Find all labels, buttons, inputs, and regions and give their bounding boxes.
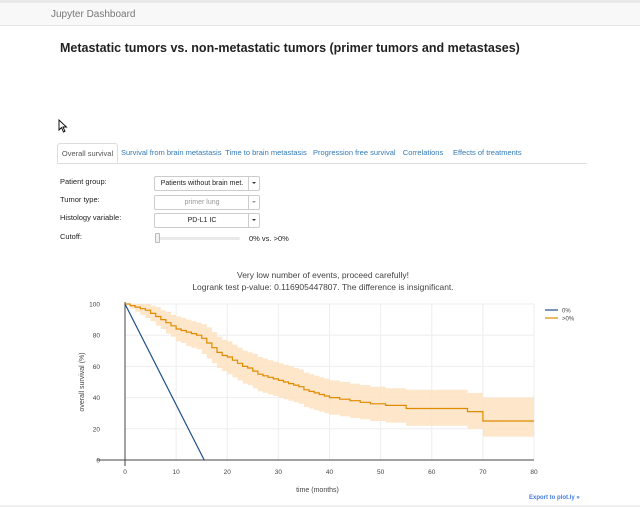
x-axis-label: time (months) <box>296 487 339 494</box>
y-tick-label: 40 <box>93 395 101 402</box>
legend-label: >0% <box>562 316 575 322</box>
tumor-type-value: primer lung <box>184 199 220 206</box>
y-tick-label: 60 <box>93 364 101 371</box>
patient-group-value: Patients without brain met. <box>160 180 244 187</box>
survival-chart: 0 10 20 30 40 50 60 70 80 0 20 40 60 80 100 time (month… <box>79 302 575 495</box>
tab-correlations[interactable]: Correlations <box>402 148 444 157</box>
bottom-divider <box>0 505 640 507</box>
patient-group-select[interactable]: Patients without brain met. <box>154 176 260 191</box>
y-tick-label: 80 <box>93 333 101 340</box>
chevron-down-icon <box>252 201 256 203</box>
logrank-result: Logrank test p-value: 0.116905447807. Th… <box>192 282 454 292</box>
tumor-type-select[interactable]: primer lung <box>154 195 260 210</box>
tab-bar: Overall survival Survival from brain met… <box>57 143 587 164</box>
x-tick-label: 20 <box>224 469 232 476</box>
cutoff-slider-track[interactable] <box>156 237 240 240</box>
x-tick-label: 60 <box>428 469 436 476</box>
series-line-1 <box>125 303 534 422</box>
cutoff-readout: 0% vs. >0% <box>249 234 289 243</box>
navbar: Jupyter Dashboard <box>0 3 640 26</box>
x-tick-label: 40 <box>326 469 334 476</box>
x-tick-label: 30 <box>275 469 283 476</box>
x-tick-label: 70 <box>479 469 487 476</box>
tab-overall-survival[interactable]: Overall survival <box>57 143 118 163</box>
tab-progression-free-survival[interactable]: Progression free survival <box>313 148 396 157</box>
histology-variable-value: PD-L1 IC <box>187 217 217 224</box>
x-tick-label: 0 <box>123 469 127 476</box>
navbar-brand[interactable]: Jupyter Dashboard <box>51 9 136 20</box>
x-tick-label: 10 <box>173 469 181 476</box>
y-axis-label: overall survival (%) <box>79 352 86 411</box>
histology-variable-select[interactable]: PD-L1 IC <box>154 213 260 228</box>
tab-time-to-brain-metastasis[interactable]: Time to brain metastasis <box>225 148 307 157</box>
legend-label: 0% <box>562 308 571 314</box>
histology-variable-label: Histology variable: <box>60 213 122 222</box>
mouse-pointer-icon <box>58 119 68 133</box>
x-tick-label: 50 <box>377 469 385 476</box>
patient-group-label: Patient group: <box>60 177 107 186</box>
chevron-down-icon <box>252 182 256 184</box>
tab-survival-from-brain-metastasis[interactable]: Survival from brain metastasis <box>121 148 222 157</box>
cutoff-label: Cutoff: <box>60 232 82 241</box>
export-to-plotly-link[interactable]: Export to plot.ly » <box>529 495 580 501</box>
confidence-band <box>125 304 534 437</box>
low-events-warning: Very low number of events, proceed caref… <box>237 270 409 280</box>
x-tick-label: 80 <box>530 469 538 476</box>
series-line-0 <box>124 303 205 461</box>
y-tick-label: 20 <box>93 426 101 433</box>
cutoff-slider-handle[interactable] <box>155 233 160 243</box>
page-title: Metastatic tumors vs. non-metastatic tum… <box>60 41 520 55</box>
tumor-type-label: Tumor type: <box>60 195 100 204</box>
y-tick-label: 100 <box>89 302 100 309</box>
tab-effects-of-treatments[interactable]: Effects of treatments <box>453 148 522 157</box>
y-tick-label: 0 <box>96 458 100 465</box>
chevron-down-icon <box>252 219 256 221</box>
